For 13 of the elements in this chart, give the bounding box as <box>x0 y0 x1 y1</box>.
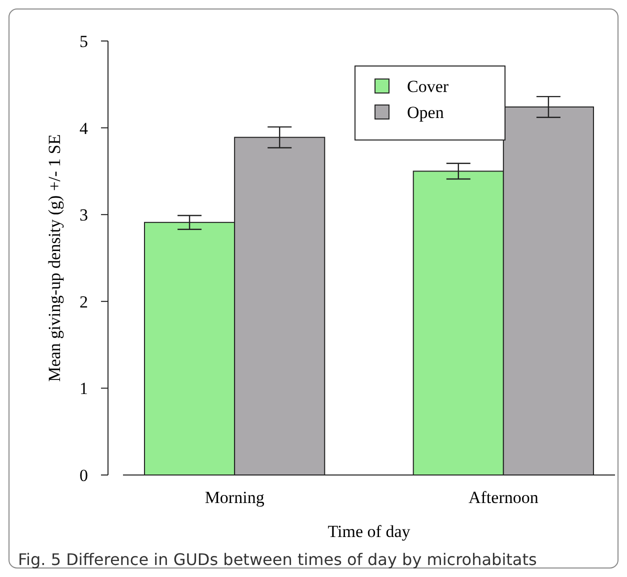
legend-label: Open <box>407 102 444 122</box>
x-tick-label: Morning <box>204 488 265 507</box>
y-tick-label: 1 <box>80 379 88 398</box>
x-tick-label: Afternoon <box>468 488 539 507</box>
y-tick-label: 5 <box>80 32 88 51</box>
x-axis-title: Time of day <box>328 522 411 541</box>
y-tick-label: 4 <box>80 118 88 138</box>
caption: Fig. 5 Difference in GUDs between times of day by microhabitats <box>18 550 537 569</box>
y-tick-label: 0 <box>80 466 88 485</box>
y-tick-label: 2 <box>80 292 88 312</box>
legend-label: Cover <box>407 76 449 96</box>
y-axis-title: Mean giving-up density (g) +/- 1 SE <box>45 134 64 382</box>
y-tick-label: 3 <box>80 206 88 225</box>
